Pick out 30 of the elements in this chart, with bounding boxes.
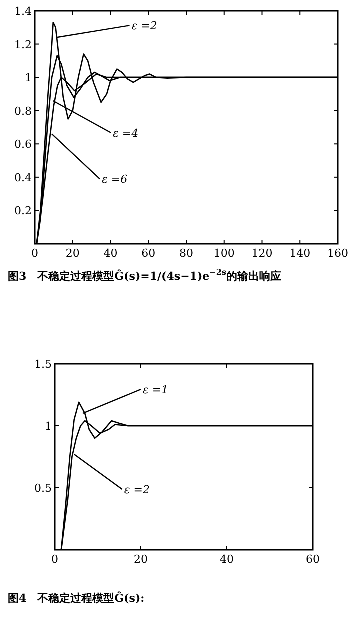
x-tick-label: 20 <box>66 247 80 260</box>
y-tick-label: 1.4 <box>14 5 32 18</box>
y-tick-label: 1 <box>45 420 52 433</box>
y-tick-label: 1 <box>25 72 32 85</box>
y-tick-label: 1.5 <box>34 358 52 371</box>
y-tick-label: 0.4 <box>14 171 32 184</box>
caption: 图4 不稳定过程模型Ĝ(s): <box>8 591 145 605</box>
x-tick-label: 60 <box>306 553 320 566</box>
x-tick-label: 0 <box>32 247 38 260</box>
y-tick-label: 1.2 <box>14 38 32 52</box>
x-tick-label: 60 <box>142 247 156 260</box>
x-tick-label: 20 <box>134 553 148 566</box>
y-tick-label: 0.6 <box>14 138 32 152</box>
annotation: ε =2 <box>132 20 158 33</box>
x-tick-label: 40 <box>104 247 118 260</box>
x-tick-label: 80 <box>180 247 194 260</box>
x-tick-label: 140 <box>290 247 311 260</box>
annotation: ε =4 <box>112 126 139 140</box>
annotation: ε =2 <box>124 484 150 497</box>
y-tick-label: 0.2 <box>14 204 32 218</box>
x-tick-label: 160 <box>328 247 348 260</box>
x-tick-label: 100 <box>214 247 235 260</box>
x-tick-label: 0 <box>52 553 58 566</box>
y-tick-label: 0.8 <box>14 104 32 118</box>
y-tick-label: 0.5 <box>34 482 52 495</box>
x-tick-label: 120 <box>252 247 273 260</box>
annotation: ε =6 <box>102 173 128 186</box>
annotation: ε =1 <box>142 384 169 397</box>
caption: 图3 不稳定过程模型Ĝ(s)=1/(4s−1)e$^{−2s}$的输出响应 <box>8 267 282 283</box>
x-tick-label: 40 <box>220 553 234 566</box>
